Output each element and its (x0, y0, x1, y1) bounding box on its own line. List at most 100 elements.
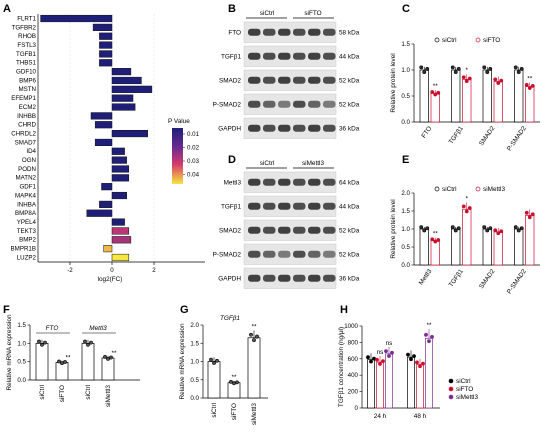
data-point (433, 92, 438, 97)
panel-a-gene-label: MATN2 (15, 175, 36, 182)
bar (367, 359, 375, 409)
blot-band (323, 124, 336, 132)
bar-ctrl (451, 69, 461, 123)
y-axis-label: Relative mRNA expression (6, 314, 13, 390)
x-category-label: P-SMAD2 (506, 125, 528, 153)
legend-label-ctrl: siCtrl (442, 186, 457, 193)
y-tick-label: 0.5 (401, 244, 410, 251)
panel-a-bar (111, 147, 125, 155)
panel-a-bar (99, 200, 113, 208)
data-point (488, 226, 493, 231)
blot-band (308, 226, 321, 234)
panel-d: D siCtrl siMettl3 Mettl3 64 kDa TGFβ1 44 kDa S… (213, 154, 360, 289)
data-point (433, 239, 438, 244)
data-point (418, 364, 422, 369)
panel-a-legend-ticks: 0.01 0.02 0.03 0.04 (183, 131, 200, 179)
bar (35, 342, 49, 381)
panel-a-bar (99, 50, 113, 58)
panel-a-bar (90, 112, 113, 120)
gene-label-mettl3: Mettl3 (89, 325, 107, 332)
data-point (524, 210, 529, 215)
panel-a-bar (111, 236, 132, 244)
panel-a-xlabel: log2(FC) (98, 276, 123, 283)
data-point (430, 237, 435, 242)
data-point (419, 225, 424, 230)
blot-band (248, 226, 261, 234)
legend-marker (448, 394, 454, 400)
panel-a-gene-label: BMP2 (19, 237, 36, 244)
blot-band (323, 250, 336, 258)
blot-kda-label: 58 kDa (339, 30, 360, 37)
legend-label: siFTO (456, 386, 473, 393)
data-point (390, 350, 394, 355)
blot-band (323, 52, 336, 60)
panel-a-gene-label: TGFB1 (16, 51, 36, 58)
blot-group-label: siCtrl (260, 160, 275, 167)
panel-a-gene-label: MAPK4 (15, 192, 37, 199)
blot-group-label: siFTO (304, 10, 321, 17)
data-point (415, 360, 419, 365)
blot-band (263, 76, 276, 84)
data-point (493, 77, 498, 82)
blot-band (248, 28, 261, 36)
significance-mark: ** (112, 350, 117, 357)
panel-a-legend-tick-label: 0.03 (187, 158, 200, 165)
data-point (516, 228, 521, 233)
data-point (430, 90, 435, 94)
data-point (375, 357, 379, 362)
bar (207, 361, 221, 399)
blot-band (323, 226, 336, 234)
panel-c-chart: 0.0 0.5 1.0 1.5 Relative protein level siCtrl… (390, 37, 540, 152)
data-point (422, 70, 427, 74)
legend-marker-ctrl (434, 186, 440, 192)
bar-treat (525, 214, 535, 266)
y-tick-label: 0.5 (190, 377, 199, 384)
panel-a-bar (111, 103, 136, 111)
data-point (387, 354, 391, 358)
blot-group-label: siMettl3 (302, 160, 324, 167)
blot-band (323, 274, 336, 282)
data-point (57, 359, 61, 364)
blot-band (278, 52, 291, 60)
data-point (464, 79, 469, 83)
data-point (493, 228, 498, 233)
panel-g-title: TGFβ1 (220, 315, 240, 322)
significance-mark: * (466, 196, 469, 203)
y-tick-label: 2.0 (401, 190, 410, 197)
blot-protein-label: FTO (228, 30, 241, 37)
blot-band (278, 178, 291, 186)
blot-band (293, 100, 306, 108)
significance-mark: ** (433, 231, 438, 238)
panel-a-bar (99, 59, 113, 67)
y-tick-label: 0.0 (401, 119, 410, 126)
panel-e: E 0.0 0.5 1.0 1.5 2.0 Relative protein level s… (390, 154, 540, 295)
blot-band (323, 76, 336, 84)
x-category-label: TGFβ1 (448, 125, 465, 146)
panel-e-chart: 0.0 0.5 1.0 1.5 2.0 Relative protein level siC… (390, 186, 540, 295)
blot-band (263, 274, 276, 282)
legend-label-treat: siMettl3 (483, 186, 505, 193)
bar-treat (430, 93, 440, 123)
panel-g-label: G (180, 304, 189, 316)
data-point (83, 339, 87, 344)
blot-kda-label: 44 kDa (339, 54, 360, 61)
data-point (430, 335, 434, 339)
bar-treat (430, 240, 440, 266)
blot-protein-label: TGFβ1 (221, 54, 241, 61)
legend-marker-treat (475, 37, 481, 43)
blot-band (308, 178, 321, 186)
blot-protein-label: SMAD2 (219, 78, 241, 85)
data-point (406, 352, 410, 357)
panel-a-gene-label: BMP8A (15, 210, 37, 217)
panel-a-bar (111, 191, 127, 200)
significance-mark: ** (427, 322, 432, 329)
bar-treat (462, 208, 472, 266)
panel-a-colorbar (172, 128, 183, 184)
panel-a-gene-label: FLRT1 (17, 15, 36, 22)
data-point (86, 342, 90, 347)
data-point (40, 342, 44, 347)
panel-a-gene-label: ECM2 (19, 104, 37, 111)
